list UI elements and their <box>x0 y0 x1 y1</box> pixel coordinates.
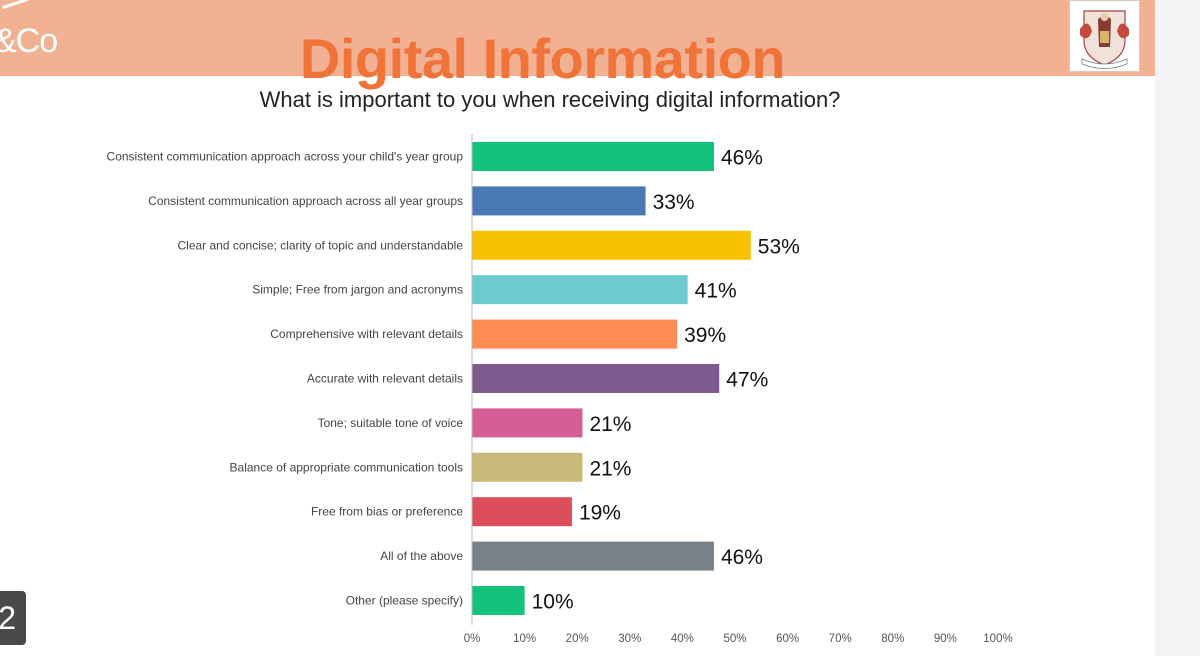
category-label: Tone; suitable tone of voice <box>318 416 464 430</box>
data-label: 46% <box>721 147 763 170</box>
category-label: Simple; Free from jargon and acronyms <box>252 283 463 297</box>
x-tick-label: 60% <box>776 633 799 645</box>
bar <box>472 364 720 393</box>
bar <box>472 452 583 482</box>
data-label: 47% <box>726 369 768 392</box>
category-label: Clear and concise; clarity of topic and … <box>177 238 463 252</box>
header-banner <box>0 0 1155 76</box>
brand-logo-text: &Co <box>0 22 58 60</box>
category-label: Balance of appropriate communication too… <box>230 460 463 474</box>
school-crest-logo <box>1069 0 1140 72</box>
x-tick-label: 90% <box>934 633 957 645</box>
category-label: Free from bias or preference <box>311 505 463 519</box>
x-axis-ticks: 0% 10% 20% 30% 40% 50% 60% 70% 80% 90% 100% <box>464 633 1013 645</box>
chart-subtitle: What is important to you when receiving … <box>259 87 841 112</box>
bar <box>472 586 525 615</box>
data-label: 53% <box>758 235 800 258</box>
bar <box>472 319 678 349</box>
category-label: Accurate with relevant details <box>307 372 463 386</box>
data-label: 33% <box>653 191 695 214</box>
data-label: 21% <box>589 413 631 436</box>
data-label: 10% <box>532 591 574 614</box>
page-title: Digital Information <box>299 27 786 90</box>
bar-chart: Consistent communication approach across… <box>107 134 1013 645</box>
x-tick-label: 70% <box>829 633 852 645</box>
category-label: Other (please specify) <box>346 594 463 608</box>
data-label: 41% <box>695 280 737 303</box>
category-label: Consistent communication approach across… <box>148 194 463 208</box>
x-tick-label: 20% <box>566 633 589 645</box>
x-tick-label: 30% <box>618 633 641 645</box>
bar <box>472 230 751 260</box>
category-label: All of the above <box>380 549 463 563</box>
side-panel <box>1155 0 1200 656</box>
x-tick-label: 50% <box>723 633 746 645</box>
data-label: 19% <box>579 502 621 525</box>
bar <box>472 142 714 171</box>
data-label: 39% <box>684 324 726 347</box>
bar <box>472 497 572 527</box>
data-label: 46% <box>721 546 763 569</box>
data-label: 21% <box>589 457 631 480</box>
category-label: Comprehensive with relevant details <box>270 327 463 341</box>
bar <box>472 275 688 305</box>
x-tick-label: 10% <box>513 633 536 645</box>
x-tick-label: 100% <box>983 633 1012 645</box>
x-tick-label: 40% <box>671 633 694 645</box>
x-tick-label: 80% <box>881 633 904 645</box>
bar <box>472 408 583 438</box>
bar <box>472 541 714 571</box>
category-label: Consistent communication approach across… <box>107 150 464 164</box>
slide-number: 2 <box>0 591 26 645</box>
bars-group: Consistent communication approach across… <box>107 142 800 615</box>
x-tick-label: 0% <box>464 633 481 645</box>
bar <box>472 186 646 216</box>
